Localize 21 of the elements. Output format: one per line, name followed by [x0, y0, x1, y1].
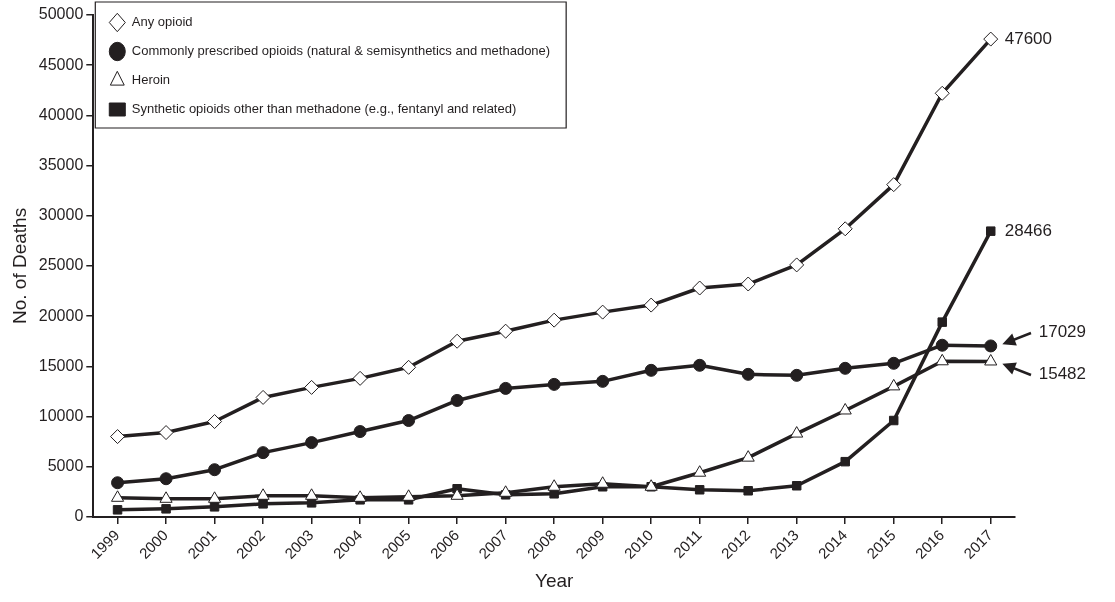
y-tick-label: 15000: [38, 356, 84, 374]
data-label: 28466: [1004, 220, 1053, 240]
data-label: 15482: [1038, 364, 1087, 384]
y-tick-label: 25000: [38, 256, 84, 274]
legend-label: Commonly prescribed opioids (natural & semisynthetics and methadone): [131, 43, 551, 59]
y-tick-label: 45000: [38, 55, 84, 73]
y-tick-label: 20000: [38, 306, 84, 324]
y-tick-label: 30000: [38, 206, 84, 224]
data-label: 47600: [1004, 28, 1053, 48]
y-tick-label: 5000: [47, 457, 84, 475]
y-tick-label: 10000: [38, 406, 84, 424]
y-tick-label: 50000: [38, 5, 84, 23]
legend-label: Heroin: [131, 72, 171, 88]
y-tick-label: 40000: [38, 105, 84, 123]
y-tick-label: 35000: [38, 155, 84, 173]
data-label: 17029: [1038, 322, 1087, 342]
legend-label: Synthetic opioids other than methadone (e.g., fentanyl and related): [131, 101, 517, 117]
y-tick-label: 0: [74, 507, 84, 525]
x-axis-title: Year: [534, 569, 575, 591]
legend-label: Any opioid: [131, 14, 193, 30]
y-axis-title: No. of Deaths: [8, 207, 30, 325]
